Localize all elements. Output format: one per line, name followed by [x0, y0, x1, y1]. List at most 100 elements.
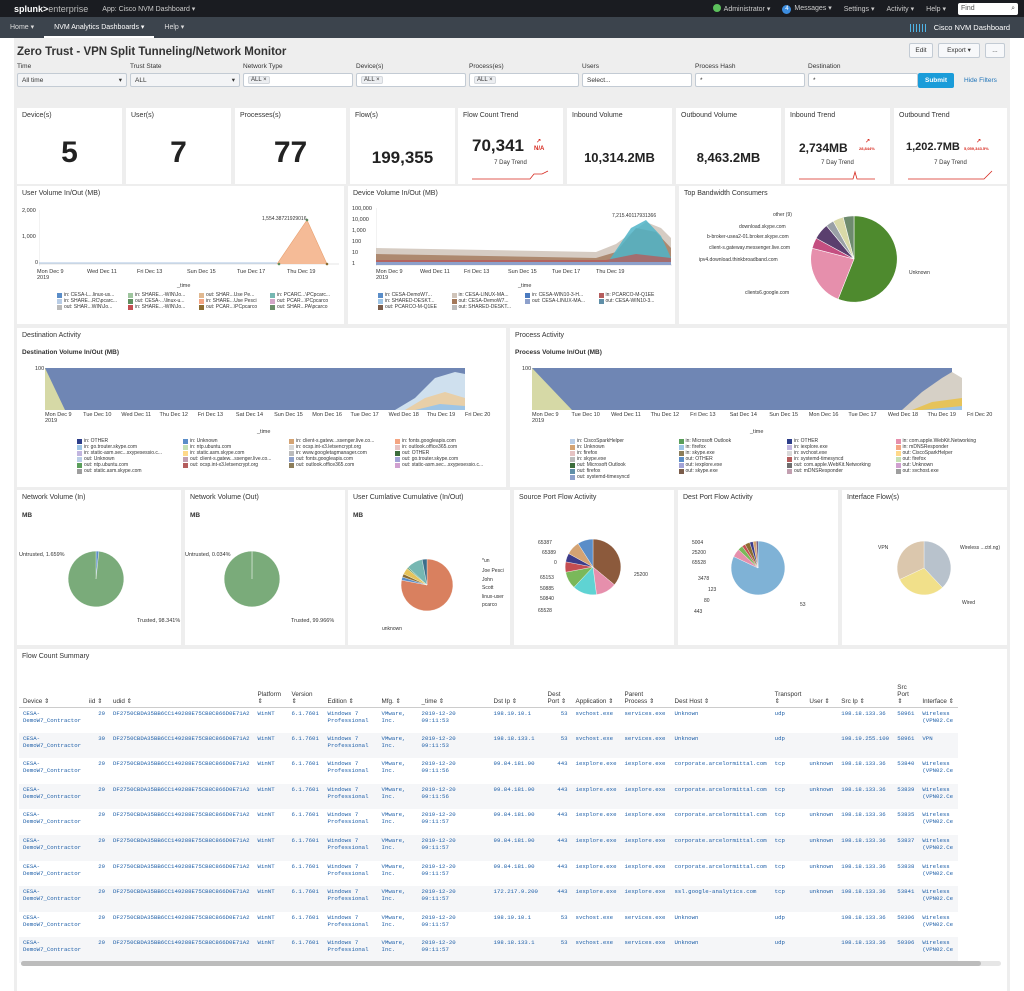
legend-item[interactable]: out: ntp.ubuntu.com	[77, 462, 179, 468]
column-header[interactable]: Dest Port ⇕	[543, 663, 572, 708]
pie-slice[interactable]	[896, 540, 925, 580]
table-cell[interactable]: CESA-DemoW7_Contractor	[23, 913, 82, 928]
legend-item[interactable]: out: SHAR...Use Pe...	[199, 292, 266, 298]
app-menu[interactable]: App: Cisco NVM Dashboard ▾	[102, 5, 196, 13]
legend-item[interactable]: out: OTHER	[395, 450, 497, 456]
legend-item[interactable]: out: static.asm.skype.com	[77, 468, 179, 474]
column-header[interactable]: Src Ip ⇕	[837, 663, 894, 708]
filter-token[interactable]: ALL ×	[474, 76, 496, 84]
messages-menu[interactable]: 4 Messages ▾	[782, 4, 832, 14]
legend-item[interactable]: out: mDNSResponder	[787, 468, 892, 474]
legend-item[interactable]: in: outlook.office365.com	[395, 444, 497, 450]
pie-slice[interactable]	[67, 550, 124, 607]
activity-menu[interactable]: Activity ▾	[886, 5, 915, 13]
legend-item[interactable]: in: svchost.exe	[787, 450, 892, 456]
table-row[interactable]: CESA-DemoW7_Contractor 29 DF2750CBDA35BB6C…	[19, 834, 959, 861]
help-menu[interactable]: Help ▾	[926, 5, 946, 13]
column-header[interactable]: iid ⇕	[85, 663, 110, 708]
table-cell[interactable]: 99.84.181.90	[493, 811, 535, 819]
table-cell[interactable]: CESA-DemoW7_Contractor	[23, 760, 82, 775]
remove-token-icon[interactable]: ×	[261, 77, 267, 83]
pie-slice[interactable]	[400, 558, 454, 612]
table-cell[interactable]: DF2750CBDA35BB6CC149288E75CB8C866D0E71A2	[109, 783, 254, 810]
legend-item[interactable]: out: PCAR...\PCpcarco	[270, 298, 337, 304]
pie-slice[interactable]	[223, 550, 281, 608]
legend-item[interactable]: in: PCARCO-M-Q1EE	[598, 292, 669, 298]
legend-item[interactable]: in: OTHER	[77, 438, 179, 444]
filter-control[interactable]: ALL ×	[243, 73, 353, 87]
filter-token[interactable]: ALL ×	[248, 76, 270, 84]
nav-help[interactable]: Help ▾	[164, 24, 185, 31]
column-header[interactable]: Parent Process ⇕	[620, 663, 671, 708]
table-cell[interactable]: DF2750CBDA35BB6CC149288E75CB8C866D0E71A2	[113, 913, 250, 921]
legend-item[interactable]: in: static-asm.sec...sxypesessio.c...	[77, 450, 179, 456]
table-cell[interactable]: DF2750CBDA35BB6CC149288E75CB8C866D0E71A2	[113, 760, 250, 768]
table-row[interactable]: CESA-DemoW7_Contractor 29 DF2750CBDA35BB6C…	[19, 758, 958, 784]
column-header[interactable]: User ⇕	[805, 663, 838, 708]
legend-item[interactable]: out: com.apple.WebKit.Networking	[787, 462, 892, 468]
settings-menu[interactable]: Settings ▾	[843, 5, 875, 13]
table-cell[interactable]: CESA-DemoW7_Contractor	[19, 783, 86, 810]
legend-item[interactable]: out: svchost.exe	[895, 468, 1001, 474]
column-header[interactable]: Src Port ⇕	[893, 663, 919, 708]
legend-item[interactable]: in: CESA-LINUX-MA...	[451, 292, 522, 298]
table-cell[interactable]: DF2750CBDA35BB6CC149288E75CB8C866D0E71A2	[109, 732, 254, 759]
legend-item[interactable]: in: mDNSResponder	[895, 444, 1001, 450]
column-header[interactable]: Dest Host ⇕	[670, 663, 771, 708]
table-row[interactable]: CESA-DemoW7_Contractor 29 DF2750CBDA35BB6C…	[19, 861, 958, 887]
filter-control[interactable]: Select...	[582, 73, 692, 87]
filter-control[interactable]: *	[808, 73, 918, 87]
column-header[interactable]: Version ⇕	[287, 663, 324, 708]
legend-item[interactable]: out: CESA-WIN10-3...	[598, 298, 669, 304]
legend-item[interactable]: out: fonts.googleapis.com	[289, 456, 391, 462]
legend-item[interactable]: in: SHARED-DESKT...	[378, 298, 448, 304]
legend-item[interactable]: in: systemd-timesyncd	[787, 456, 892, 462]
legend-item[interactable]: in: Unknown	[183, 438, 285, 444]
legend-item[interactable]: out: CESA-LINUX-MA...	[525, 298, 595, 304]
pie-slice[interactable]	[421, 558, 428, 586]
legend-item[interactable]: in: skype.exe	[678, 450, 784, 456]
submit-button[interactable]: Submit	[918, 73, 954, 88]
legend-item[interactable]: in: SHARE...-WIN\Jo...	[128, 292, 195, 298]
legend-item[interactable]: in: CiscoSparkHelper	[570, 438, 675, 444]
legend-item[interactable]: in: SHARE...RC\pcarc...	[57, 298, 124, 304]
legend-item[interactable]: out: outlook.office365.com	[289, 462, 391, 468]
legend-item[interactable]: out: go.trouter.skype.com	[395, 456, 497, 462]
more-button[interactable]: ...	[985, 43, 1005, 58]
legend-item[interactable]: in: firefox	[678, 444, 784, 450]
table-row[interactable]: CESA-DemoW7_Contractor 29 DF2750CBDA35BB6C…	[19, 809, 958, 835]
filter-token[interactable]: ALL ×	[361, 76, 383, 84]
filter-control[interactable]: ALL ▾	[130, 73, 240, 87]
pie-slice[interactable]	[923, 540, 952, 588]
legend-item[interactable]: out: CiscoSparkHelper	[895, 450, 1001, 456]
legend-item[interactable]: in: skype.exe	[570, 456, 675, 462]
filter-control[interactable]: All time ▾	[17, 73, 127, 87]
legend-item[interactable]: in: PCARC...\PCpcarc...	[270, 292, 337, 298]
table-cell[interactable]: DF2750CBDA35BB6CC149288E75CB8C866D0E71A2	[113, 862, 250, 870]
legend-item[interactable]: in: www.googletagmanager.com	[289, 450, 391, 456]
legend-item[interactable]: in: ntp.ubuntu.com	[183, 444, 285, 450]
legend-item[interactable]: in: SHARE...-WIN\Jo...	[128, 304, 195, 310]
column-header[interactable]: Mfg. ⇕	[377, 663, 418, 708]
table-row[interactable]: CESA-DemoW7_Contractor 29 DF2750CBDA35BB6C…	[19, 886, 959, 912]
legend-item[interactable]: out: Microsoft Outlook	[570, 462, 675, 468]
column-header[interactable]: udid ⇕	[109, 663, 254, 708]
pie-slice[interactable]	[810, 247, 855, 300]
legend-item[interactable]: in: CESA-DemoW7...	[378, 292, 448, 298]
legend-item[interactable]: in: CESA-WIN10-3-H...	[525, 292, 595, 298]
table-cell[interactable]: CESA-DemoW7_Contractor	[19, 886, 86, 912]
pie-slice[interactable]	[577, 538, 594, 568]
legend-item[interactable]: in: iexplore.exe	[787, 444, 892, 450]
legend-item[interactable]: out: SHARED-DESKT...	[451, 304, 522, 310]
legend-item[interactable]: out: firefox	[570, 468, 675, 474]
table-cell[interactable]: CESA-DemoW7_Contractor	[23, 862, 82, 877]
nav-dashboards[interactable]: NVM Analytics Dashboards ▾	[44, 17, 155, 38]
legend-item[interactable]: in: fonts.googleapis.com	[395, 438, 497, 444]
column-header[interactable]: Edition ⇕	[323, 663, 378, 708]
export-button[interactable]: Export ▾	[938, 43, 980, 58]
pie-slice[interactable]	[592, 538, 621, 585]
table-cell[interactable]: 99.84.181.90	[493, 862, 535, 870]
table-cell[interactable]: 99.84.181.90	[493, 760, 535, 768]
legend-item[interactable]: in: go.trouter.skype.com	[77, 444, 179, 450]
table-cell[interactable]: CESA-DemoW7_Contractor	[19, 834, 86, 861]
